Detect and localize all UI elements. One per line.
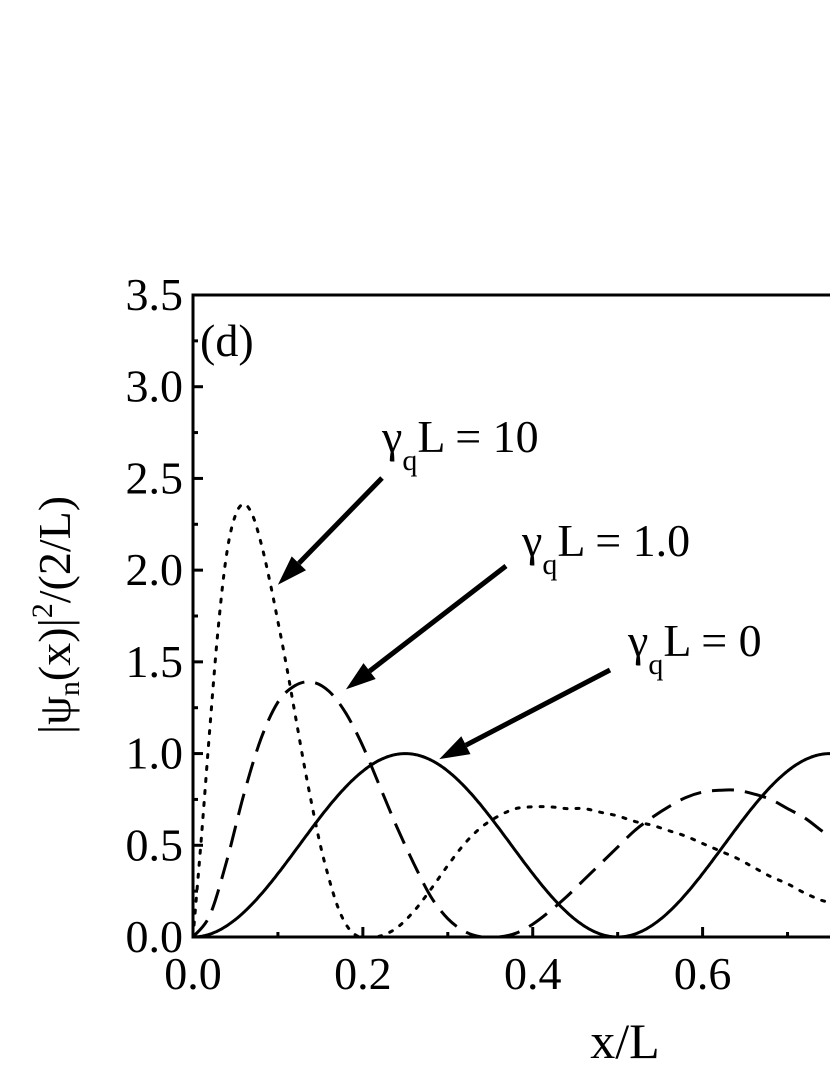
y-label-sub: n: [53, 681, 86, 696]
annotation-gamma-10-sub: q: [402, 444, 417, 477]
annotation-gamma-0: γqL = 0: [439, 615, 762, 760]
y-tick-label: 1.0: [126, 728, 184, 779]
annotation-gamma-1-rest: L = 1.0: [557, 515, 690, 566]
annotation-gamma-10: γqL = 10: [277, 411, 539, 585]
series-line-dotted: [193, 502, 830, 937]
annotation-gamma-0-arrowhead: [439, 736, 471, 760]
x-tick-label: 0.0: [164, 948, 222, 999]
y-tick-label: 2.0: [126, 544, 184, 595]
y-label-mid: (x)|: [29, 618, 80, 681]
annotation-gamma-0-arrow: [464, 667, 612, 748]
panel-label: (d): [200, 315, 254, 366]
x-axis-label: x/L: [590, 1013, 659, 1069]
series-lines: [193, 502, 830, 937]
annotation-gamma-1-sub: q: [542, 548, 557, 581]
annotation-gamma-1-main: γ: [521, 515, 542, 566]
y-tick-label: 0.5: [126, 819, 184, 870]
y-tick-label: 3.5: [126, 269, 184, 320]
svg-text:γqL = 10: γqL = 10: [381, 411, 539, 477]
annotation-gamma-0-sub: q: [648, 648, 663, 681]
annotation-gamma-10-arrowhead: [277, 556, 306, 585]
y-tick-label: 0.0: [126, 911, 184, 962]
series-line-dashed: [193, 680, 830, 937]
annotation-gamma-1-arrow: [368, 564, 508, 674]
annotations: γqL = 10 γqL = 1.0 γqL = 0: [277, 411, 762, 760]
annotation-gamma-0-rest: L = 0: [663, 615, 761, 666]
annotation-gamma-1-arrowhead: [345, 663, 376, 690]
annotation-gamma-1: γqL = 1.0: [345, 515, 690, 690]
annotation-gamma-10-main: γ: [381, 411, 402, 462]
y-tick-label: 2.5: [126, 452, 184, 503]
y-label-psi: ψ: [29, 696, 80, 725]
series-line-solid: [193, 752, 830, 937]
tick-marks: [191, 293, 790, 939]
x-tick-label: 0.2: [334, 948, 392, 999]
y-axis-label: |ψn(x)|2/(2/L): [26, 496, 86, 734]
y-tick-label: 1.5: [126, 636, 184, 687]
annotation-gamma-10-rest: L = 10: [417, 411, 538, 462]
svg-text:γqL = 1.0: γqL = 1.0: [521, 515, 690, 581]
annotation-gamma-0-main: γ: [627, 615, 648, 666]
y-label-bar: |: [29, 725, 80, 734]
annotation-gamma-10-arrow: [297, 476, 384, 566]
tick-labels: 0.0 0.5 1.0 1.5 2.0 2.5 3.0 3.5 0.0 0.2 0.4 0.6: [126, 269, 732, 999]
y-label-tail: /(2/L): [29, 496, 80, 603]
svg-text:|ψn(x)|2/(2/L): |ψn(x)|2/(2/L): [26, 496, 86, 734]
y-tick-label: 3.0: [126, 361, 184, 412]
x-tick-label: 0.6: [674, 948, 732, 999]
svg-text:γqL = 0: γqL = 0: [627, 615, 762, 681]
y-label-sup: 2: [26, 603, 59, 618]
x-tick-label: 0.4: [504, 948, 562, 999]
